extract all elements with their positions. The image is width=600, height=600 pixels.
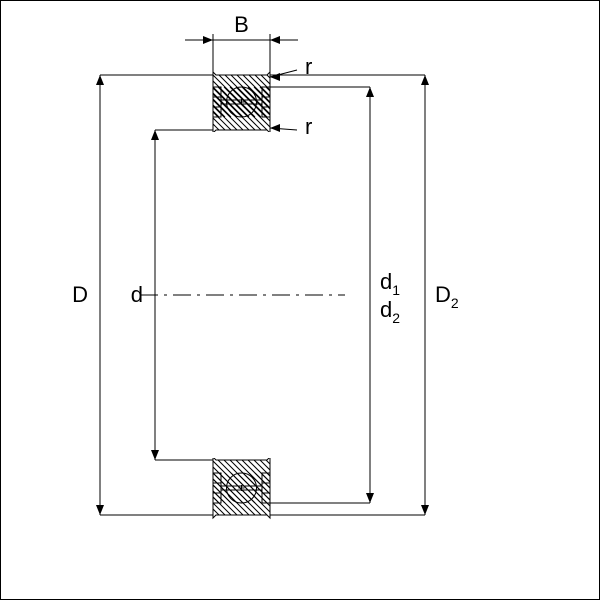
label-B: B [234,12,249,37]
label-d2: d2 [380,297,400,326]
label-r-upper: r [305,54,312,79]
label-D2: D2 [435,282,459,311]
label-d: d [131,282,143,307]
label-D: D [72,282,88,307]
label-d1: d1 [380,269,400,298]
label-r-lower: r [305,114,312,139]
bearing-diagram: B Dd d1d2 D2 r r [0,0,600,600]
